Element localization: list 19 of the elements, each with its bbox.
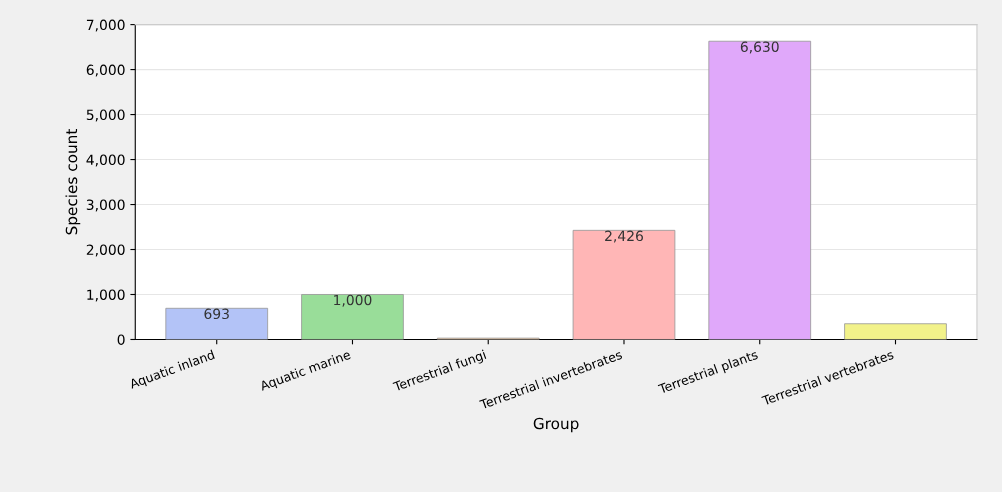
data-label: 1,000 — [334, 294, 372, 307]
bar — [572, 229, 676, 340]
y-tick-label: 0 — [117, 334, 125, 345]
y-tick-label: 1,000 — [87, 289, 125, 302]
data-label: 6,630 — [740, 41, 779, 54]
bar — [844, 323, 947, 340]
bar — [708, 40, 812, 340]
x-axis-title: Group — [533, 417, 579, 433]
bar — [301, 294, 404, 340]
y-tick-label: 2,000 — [86, 244, 125, 257]
y-tick-label: 4,000 — [86, 154, 125, 167]
y-tick-label: 6,000 — [86, 64, 125, 77]
y-tick-label: 7,000 — [86, 19, 125, 32]
data-label: 2,426 — [605, 230, 643, 243]
bar — [165, 307, 269, 340]
y-tick-label: 5,000 — [86, 109, 125, 122]
data-label: 693 — [204, 308, 229, 320]
y-axis-title: Species count — [65, 129, 81, 235]
y-tick-label: 3,000 — [86, 199, 125, 212]
